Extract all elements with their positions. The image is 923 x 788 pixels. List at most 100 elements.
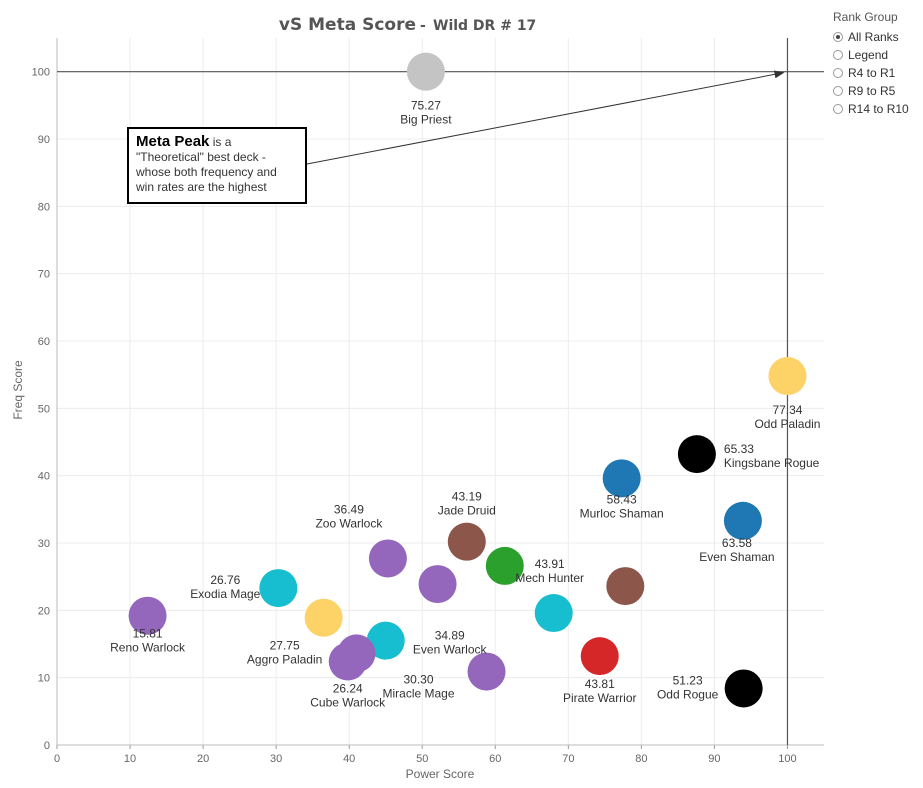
data-label-name: Exodia Mage <box>190 587 260 601</box>
data-label-score: 43.19 <box>452 490 482 504</box>
data-label-name: Odd Paladin <box>754 417 820 431</box>
y-tick-label: 0 <box>44 740 50 752</box>
deck-point <box>368 539 407 578</box>
deck-point <box>580 637 619 676</box>
x-tick-label: 100 <box>778 753 796 765</box>
x-tick-label: 90 <box>708 753 720 765</box>
rank-option-all-ranks[interactable]: All Ranks <box>833 28 909 46</box>
data-label-name: Kingsbane Rogue <box>724 456 820 470</box>
data-label-score: 65.33 <box>724 442 754 456</box>
deck-point <box>418 565 457 604</box>
data-label-score: 63.58 <box>722 536 752 550</box>
deck-point <box>602 459 641 498</box>
x-axis-title: Power Score <box>406 767 475 781</box>
data-label-score: 26.24 <box>333 682 363 696</box>
y-tick-label: 70 <box>38 269 50 281</box>
deck-point <box>723 501 762 540</box>
deck-point <box>328 642 367 681</box>
data-label-score: 58.43 <box>607 492 637 506</box>
deck-point <box>447 522 486 561</box>
rank-option-r9-r5[interactable]: R9 to R5 <box>833 82 909 100</box>
x-tick-label: 40 <box>343 753 355 765</box>
data-label-name: Miracle Mage <box>383 687 455 701</box>
deck-point <box>534 594 573 633</box>
x-tick-label: 0 <box>54 753 60 765</box>
y-tick-label: 60 <box>38 336 50 348</box>
deck-point <box>406 52 445 91</box>
data-label-name: Pirate Warrior <box>563 691 637 705</box>
deck-point <box>259 569 298 608</box>
y-tick-label: 80 <box>38 201 50 213</box>
y-axis-title: Freq Score <box>11 360 25 420</box>
rank-option-label: R14 to R10 <box>848 102 909 116</box>
y-tick-label: 100 <box>32 67 50 79</box>
data-label-score: 27.75 <box>270 639 300 653</box>
rank-option-r14-r10[interactable]: R14 to R10 <box>833 100 909 118</box>
y-tick-label: 40 <box>38 471 50 483</box>
deck-point <box>677 435 716 474</box>
radio-icon <box>833 68 843 78</box>
deck-point <box>606 567 645 606</box>
x-tick-label: 70 <box>562 753 574 765</box>
data-label-score: 34.89 <box>435 629 465 643</box>
meta-peak-annotation: Meta Peak is a "Theoretical" best deck -… <box>127 127 307 204</box>
radio-icon <box>833 50 843 60</box>
data-label-score: 51.23 <box>673 673 703 687</box>
data-label-score: 15.81 <box>133 627 163 641</box>
data-label-name: Big Priest <box>400 113 452 127</box>
dash-separator: - <box>420 18 426 34</box>
y-tick-label: 50 <box>38 403 50 415</box>
data-label-name: Jade Druid <box>438 504 496 518</box>
deck-point <box>724 669 763 708</box>
x-tick-label: 30 <box>270 753 282 765</box>
data-label-name: Even Warlock <box>413 643 488 657</box>
meta-peak-arrow <box>306 70 785 165</box>
chart-subtitle: Wild DR # 17 <box>433 18 536 34</box>
data-label-name: Zoo Warlock <box>315 516 383 530</box>
rank-option-r4-r1[interactable]: R4 to R1 <box>833 64 909 82</box>
data-label-score: 30.30 <box>404 673 434 687</box>
radio-icon <box>833 104 843 114</box>
rank-option-legend[interactable]: Legend <box>833 46 909 64</box>
data-points <box>128 52 807 708</box>
y-tick-label: 90 <box>38 134 50 146</box>
data-label-name: Mech Hunter <box>515 571 584 585</box>
rank-option-label: R4 to R1 <box>848 66 896 80</box>
x-tick-label: 80 <box>635 753 647 765</box>
radio-icon <box>833 86 843 96</box>
data-label-score: 75.27 <box>411 99 441 113</box>
x-tick-label: 10 <box>124 753 136 765</box>
rank-option-label: All Ranks <box>848 30 899 44</box>
rank-option-label: Legend <box>848 48 889 62</box>
data-label-name: Cube Warlock <box>310 696 386 710</box>
data-label-name: Murloc Shaman <box>580 506 664 520</box>
data-label-score: 43.81 <box>585 677 615 691</box>
radio-icon <box>833 32 843 42</box>
data-label-name: Reno Warlock <box>110 641 186 655</box>
y-tick-label: 20 <box>38 605 50 617</box>
data-label-score: 26.76 <box>210 573 240 587</box>
deck-point <box>467 652 506 691</box>
data-label-score: 77.34 <box>772 403 802 417</box>
deck-point <box>485 546 524 585</box>
deck-point <box>768 357 807 396</box>
axes: 0 10 20 30 40 50 60 70 80 90 100 0 10 20 30 40 50 60 70 80 9… <box>32 38 824 765</box>
annotation-text: is a "Theoretical" best deck - whose bot… <box>136 135 277 194</box>
rank-group-title: Rank Group <box>833 10 898 24</box>
deck-point <box>304 598 343 637</box>
annotation-bold-text: Meta Peak <box>136 133 210 150</box>
x-tick-label: 20 <box>197 753 209 765</box>
x-tick-label: 60 <box>489 753 501 765</box>
y-tick-label: 30 <box>38 538 50 550</box>
deck-point <box>366 621 405 660</box>
x-tick-label: 50 <box>416 753 428 765</box>
rank-group-filter: Rank Group All Ranks Legend R4 to R1 R9 … <box>833 10 909 118</box>
data-label-score: 43.91 <box>535 557 565 571</box>
y-tick-label: 10 <box>38 673 50 685</box>
deck-point <box>128 596 167 635</box>
chart-title: vS Meta Score <box>279 15 416 35</box>
data-label-name: Even Shaman <box>699 550 774 564</box>
data-label-name: Aggro Paladin <box>247 653 322 667</box>
